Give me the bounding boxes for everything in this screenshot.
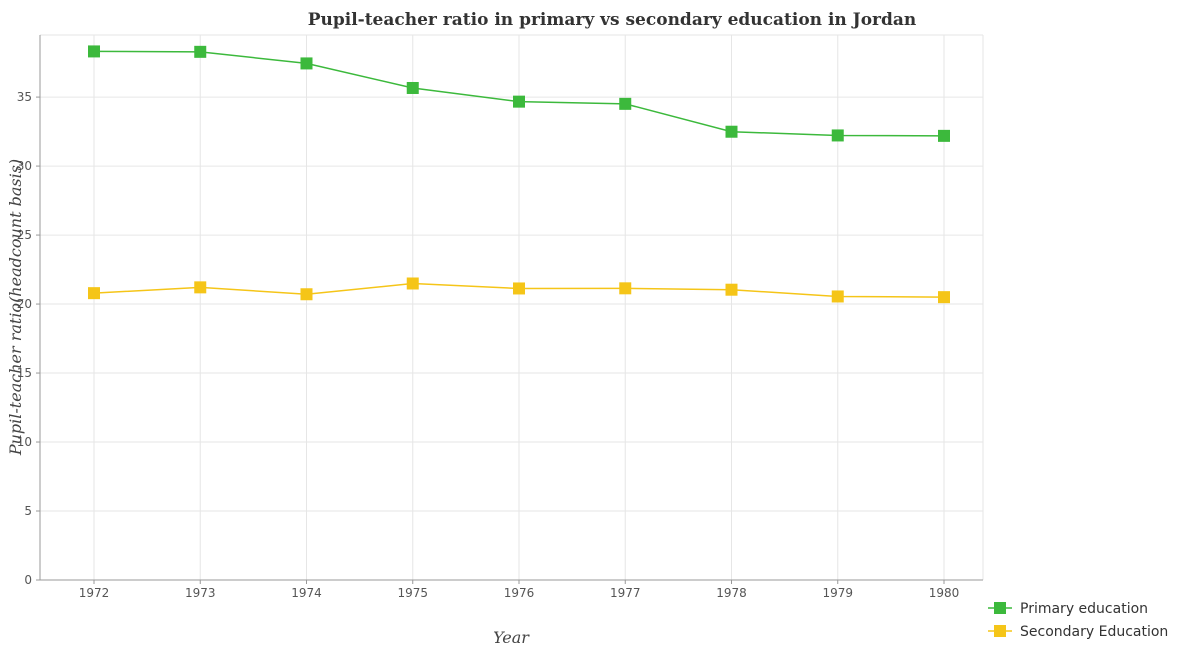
y-tick-label: 0 [24, 573, 32, 587]
x-tick-label: 1973 [185, 586, 216, 600]
x-axis-title: Year [493, 628, 530, 647]
legend-label: Primary education [1020, 601, 1148, 617]
y-tick-label: 30 [17, 159, 32, 173]
x-tick-label: 1979 [822, 586, 853, 600]
data-point [619, 282, 632, 295]
data-point [406, 81, 419, 94]
chart-title: Pupil-teacher ratio in primary vs second… [308, 10, 917, 30]
data-point [88, 287, 100, 300]
data-point [513, 95, 525, 108]
data-point [300, 57, 313, 70]
data-point [300, 288, 313, 301]
x-tick-label: 1978 [716, 586, 747, 600]
data-point [194, 281, 207, 294]
series-layer [88, 45, 950, 304]
x-tick-label: 1975 [397, 586, 428, 600]
y-tick-label: 15 [17, 366, 32, 380]
data-point [88, 45, 100, 58]
data-point [938, 291, 950, 304]
y-tick-label: 10 [17, 435, 32, 449]
data-point [513, 282, 525, 295]
y-tick-label: 25 [17, 228, 32, 242]
x-tick-label: 1976 [504, 586, 535, 600]
x-axis-ticks: 1972 1973 1974 1975 1976 1977 1978 1979 1980 [40, 579, 983, 600]
data-point [406, 277, 419, 290]
data-point [619, 97, 632, 110]
data-point [194, 45, 207, 58]
x-tick-label: 1974 [291, 586, 322, 600]
y-tick-label: 35 [17, 90, 32, 104]
legend: Primary education Secondary Education [988, 601, 1168, 640]
x-tick-label: 1980 [929, 586, 960, 600]
grid-lines [40, 34, 984, 581]
data-point [725, 125, 738, 138]
y-axis-ticks: 0 5 10 15 20 25 30 35 [17, 35, 41, 587]
y-tick-label: 5 [24, 504, 32, 518]
data-point [831, 290, 844, 303]
y-axis-title: Pupil-teacher ratio(headcount basis) [6, 159, 25, 456]
data-point [725, 283, 738, 296]
data-point [831, 129, 844, 142]
plot-background [40, 35, 983, 580]
x-tick-label: 1972 [79, 586, 110, 600]
x-tick-label: 1977 [610, 586, 641, 600]
legend-label: Secondary Education [1020, 624, 1168, 640]
legend-marker [994, 602, 1006, 614]
y-tick-label: 20 [17, 297, 32, 311]
legend-marker [994, 625, 1006, 637]
data-point [938, 129, 950, 142]
